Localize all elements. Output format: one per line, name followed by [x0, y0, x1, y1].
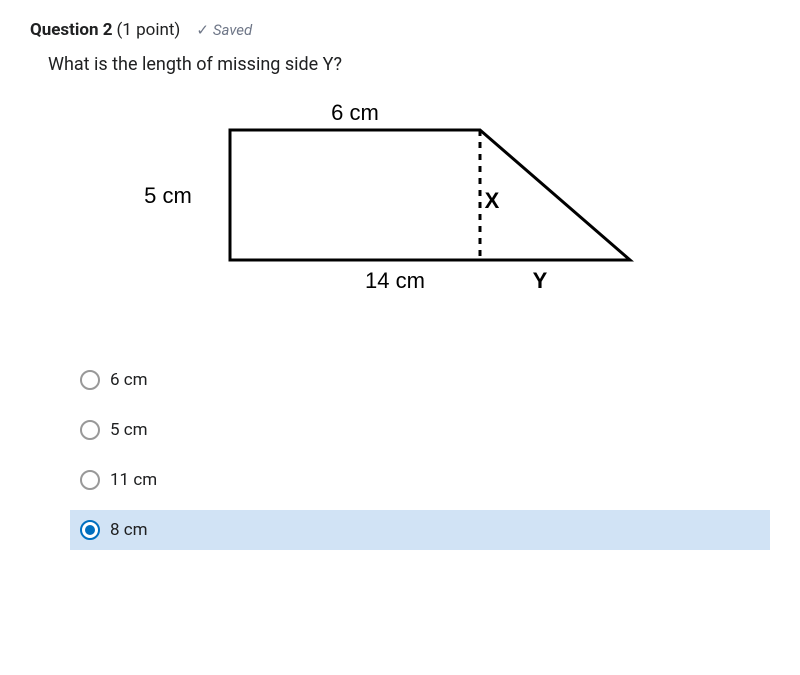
radio-icon[interactable] — [80, 420, 100, 440]
diagram-label-top: 6 cm — [331, 100, 379, 125]
radio-dot — [85, 525, 95, 535]
checkmark-icon: ✓ — [196, 21, 209, 39]
diagram-label-y: Y — [533, 268, 548, 293]
geometry-diagram: 6 cm 5 cm 14 cm X Y — [140, 100, 660, 320]
question-points: (1 point) — [116, 20, 180, 40]
radio-icon[interactable] — [80, 370, 100, 390]
question-title: Question 2 (1 point) — [30, 20, 180, 40]
radio-icon[interactable] — [80, 520, 100, 540]
answer-option[interactable]: 6 cm — [70, 360, 770, 400]
option-label: 8 cm — [110, 520, 148, 540]
radio-icon[interactable] — [80, 470, 100, 490]
option-label: 5 cm — [110, 420, 148, 440]
answer-option[interactable]: 5 cm — [70, 410, 770, 450]
answer-options: 6 cm 5 cm 11 cm 8 cm — [70, 360, 770, 550]
diagram-label-x: X — [485, 188, 500, 213]
diagram-label-bottom: 14 cm — [365, 268, 425, 293]
answer-option[interactable]: 8 cm — [70, 510, 770, 550]
diagram-container: 6 cm 5 cm 14 cm X Y — [30, 100, 770, 320]
saved-label: Saved — [213, 21, 252, 39]
saved-indicator: ✓ Saved — [196, 21, 252, 39]
diagram-label-left: 5 cm — [144, 183, 192, 208]
option-label: 11 cm — [110, 470, 157, 490]
question-text: What is the length of missing side Y? — [48, 54, 770, 75]
option-label: 6 cm — [110, 370, 148, 390]
question-header: Question 2 (1 point) ✓ Saved — [30, 20, 770, 40]
answer-option[interactable]: 11 cm — [70, 460, 770, 500]
shape-outline — [230, 130, 630, 260]
question-number: Question 2 — [30, 20, 113, 40]
